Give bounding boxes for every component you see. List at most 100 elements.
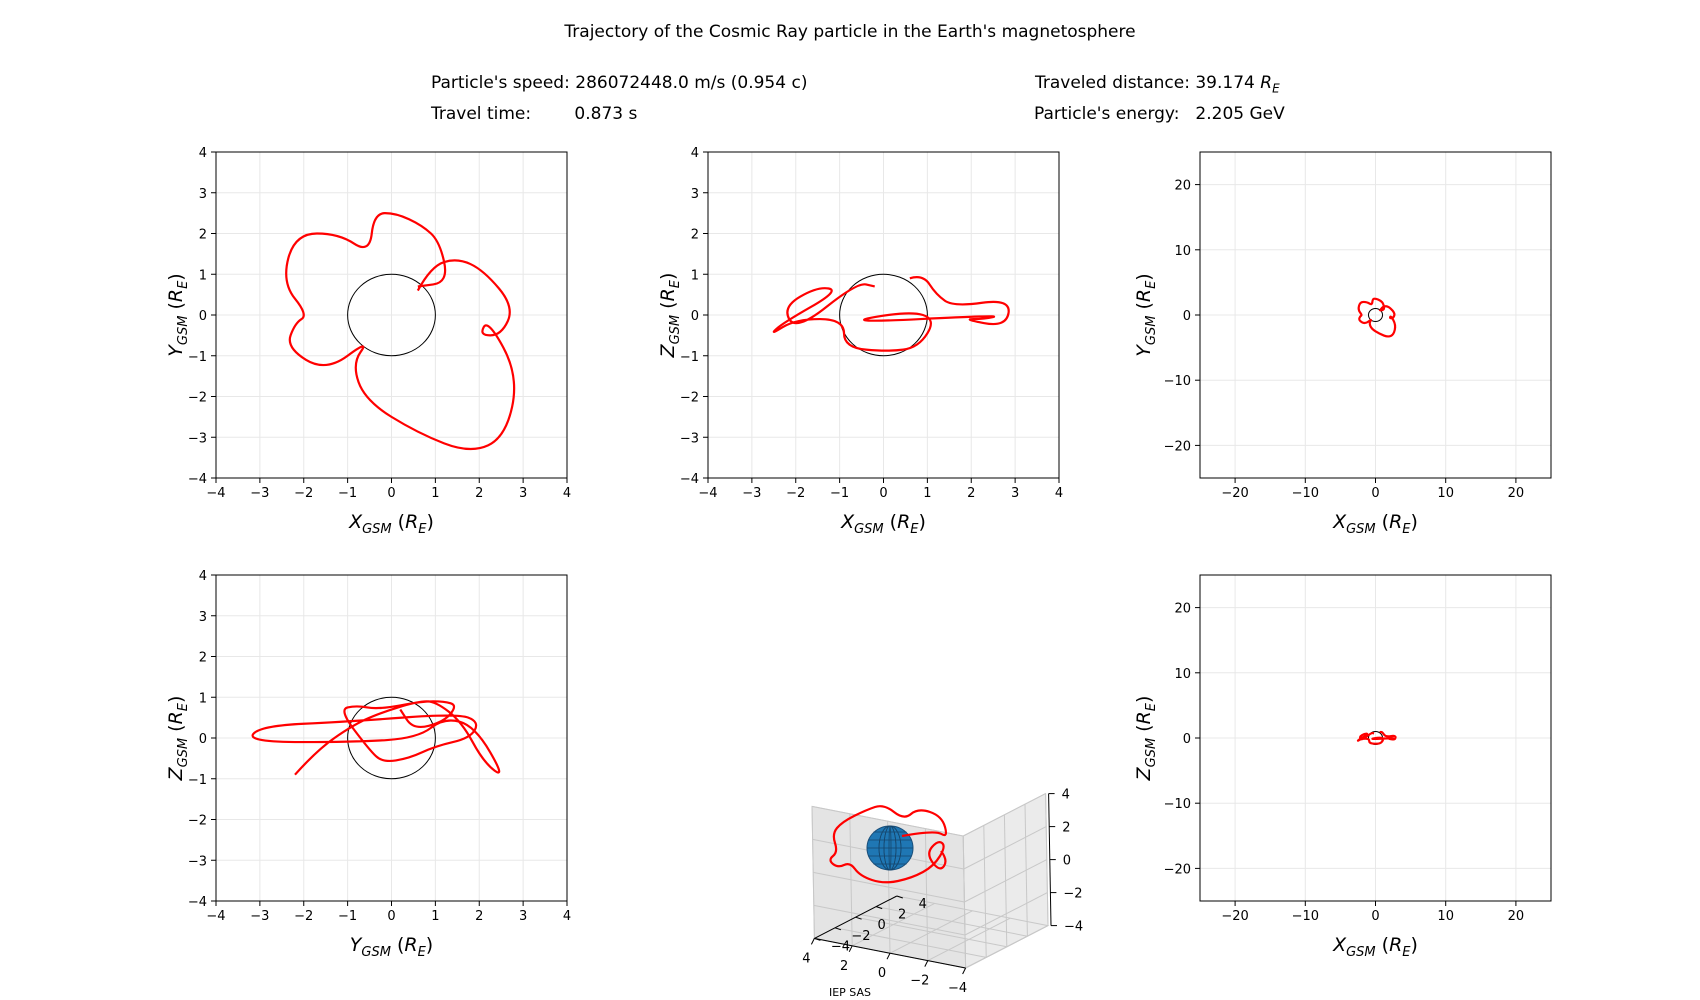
- x-tick-label: −20: [1221, 909, 1248, 924]
- y-tick-label: −4: [680, 472, 699, 487]
- x-tick-label: −4: [206, 909, 225, 924]
- x-tick-label: −10: [1292, 486, 1319, 501]
- earth-circle: [1367, 307, 1384, 323]
- x-tick-label: 2: [967, 486, 975, 501]
- y-tick-label: −10: [1164, 797, 1191, 812]
- y-tick-3d: [876, 906, 883, 910]
- time-readout: Travel time: 0.873 s: [431, 104, 637, 124]
- x-tick-label: 0: [387, 909, 395, 924]
- energy-readout: Particle's energy: 2.205 GeV: [1034, 104, 1285, 124]
- y-tick-label: 4: [199, 569, 207, 584]
- x-tick-label-3d: 2: [840, 959, 848, 974]
- y-tick-label-3d: 2: [898, 908, 906, 923]
- y-axis-label: ZGSM (RE): [657, 273, 683, 359]
- y-tick-label-3d: −2: [851, 929, 870, 944]
- y-axis-label: ZGSM (RE): [165, 696, 191, 782]
- panel-xz-wide: −20 −10 0 10 20 −20 −10 0 10 20 XGSM (RE) ZGSM (RE): [1133, 574, 1552, 960]
- y-tick-label: −3: [188, 854, 207, 869]
- distance-value: 39.174: [1195, 73, 1255, 93]
- panel-xy-wide: −20 −10 0 10 20 −20 −10 0 10 20 XGSM (RE) YGSM (RE): [1133, 151, 1552, 537]
- y-tick-label: −1: [680, 350, 699, 365]
- x-tick-label: 0: [879, 486, 887, 501]
- y-tick-label-3d: 4: [919, 897, 927, 912]
- x-tick-label: −3: [250, 486, 269, 501]
- energy-label: Particle's energy:: [1034, 104, 1180, 124]
- y-tick-label: −4: [188, 895, 207, 910]
- z-tick-label-3d: 4: [1062, 788, 1070, 803]
- x-tick-label: 10: [1437, 486, 1454, 501]
- y-axis-label: YGSM (RE): [165, 273, 191, 356]
- y-tick-label: 0: [199, 732, 207, 747]
- y-tick-label: 4: [691, 146, 699, 161]
- panel-yz-zoom: −4 −3 −2 −1 0 1 2 3 4 −4 −3 −2 −1 0 1 2 3 4 YGSM (RE) ZGSM …: [165, 569, 571, 960]
- x-tick-label: 1: [923, 486, 931, 501]
- y-tick-label: 3: [199, 187, 207, 202]
- trajectory-line-3d: [829, 805, 948, 884]
- y-tick-label-3d: −4: [831, 939, 850, 954]
- distance-readout: Traveled distance: 39.174 RE: [1035, 73, 1280, 95]
- grid-line-3d: [813, 904, 966, 936]
- x-tick-3d: [886, 952, 891, 960]
- x-tick-label: −1: [830, 486, 849, 501]
- y-tick-label: 1: [199, 691, 207, 706]
- y-tick-label: 1: [199, 268, 207, 283]
- y-tick-label: −20: [1164, 862, 1191, 877]
- y-tick-label: 20: [1174, 602, 1191, 617]
- speed-value: 286072448.0 m/s (0.954 c): [575, 73, 808, 93]
- x-axis-label: XGSM (RE): [348, 511, 434, 537]
- x-tick-label: 2: [475, 909, 483, 924]
- grid-line-3d: [962, 793, 1046, 837]
- y-tick-label: 2: [199, 228, 207, 243]
- trajectory-line: [285, 212, 516, 451]
- x-tick-label-3d: −4: [948, 981, 967, 996]
- z-tick-label-3d: −2: [1063, 887, 1082, 902]
- x-tick-label-3d: 0: [878, 966, 886, 981]
- y-tick-label: 2: [199, 651, 207, 666]
- grid-line-3d: [963, 826, 1047, 870]
- x-tick-3d: [924, 960, 929, 967]
- x-tick-label: 4: [563, 909, 571, 924]
- panel-xz-zoom: −4 −3 −2 −1 0 1 2 3 4 −4 −3 −2 −1 0 1 2 3 4 XGSM (RE) ZGSM …: [657, 146, 1063, 537]
- time-label: Travel time:: [431, 104, 532, 124]
- y-tick-label: 10: [1174, 244, 1191, 259]
- x-tick-label: 20: [1508, 486, 1525, 501]
- x-tick-label: 0: [1371, 909, 1379, 924]
- energy-value: 2.205 GeV: [1195, 104, 1285, 124]
- z-tick-label-3d: 0: [1063, 854, 1071, 869]
- x-tick-label: −20: [1221, 486, 1248, 501]
- footer-credit: IEP SAS: [828, 986, 872, 999]
- grid-line-3d: [964, 892, 1048, 936]
- x-tick-label: 3: [519, 909, 527, 924]
- y-tick-label: −10: [1164, 374, 1191, 389]
- x-tick-label: 4: [1055, 486, 1063, 501]
- grid-line-3d: [896, 895, 1049, 927]
- trajectory-line: [1357, 297, 1397, 338]
- x-tick-label: 0: [1371, 486, 1379, 501]
- x-tick-3d: [848, 945, 853, 953]
- grid-line-3d: [813, 871, 965, 903]
- grid-line-3d: [964, 859, 1048, 903]
- time-value: 0.873 s: [574, 104, 638, 124]
- x-tick-label: 3: [1011, 486, 1019, 501]
- y-tick-label: −4: [188, 472, 207, 487]
- y-tick-label: −3: [188, 431, 207, 446]
- grid-line-3d: [876, 906, 1028, 937]
- z-tick-label-3d: −4: [1064, 920, 1083, 935]
- figure-title: Trajectory of the Cosmic Ray particle in…: [564, 22, 1136, 42]
- x-tick-label: −3: [250, 909, 269, 924]
- x-tick-label-3d: 4: [802, 951, 810, 966]
- y-tick-label: −2: [680, 391, 699, 406]
- y-tick-label: 20: [1174, 179, 1191, 194]
- grid-line-3d: [965, 925, 1049, 969]
- grid-line-3d: [834, 927, 987, 958]
- y-tick-label: −1: [188, 773, 207, 788]
- x-tick-label: 1: [431, 486, 439, 501]
- y-tick-label: 2: [691, 228, 699, 243]
- x-tick-label: 4: [563, 486, 571, 501]
- y-axis-label: YGSM (RE): [1133, 273, 1159, 356]
- x-tick-label: 3: [519, 486, 527, 501]
- y-tick-3d: [896, 895, 903, 899]
- y-tick-label: −20: [1164, 439, 1191, 454]
- grid-line-3d: [811, 805, 964, 837]
